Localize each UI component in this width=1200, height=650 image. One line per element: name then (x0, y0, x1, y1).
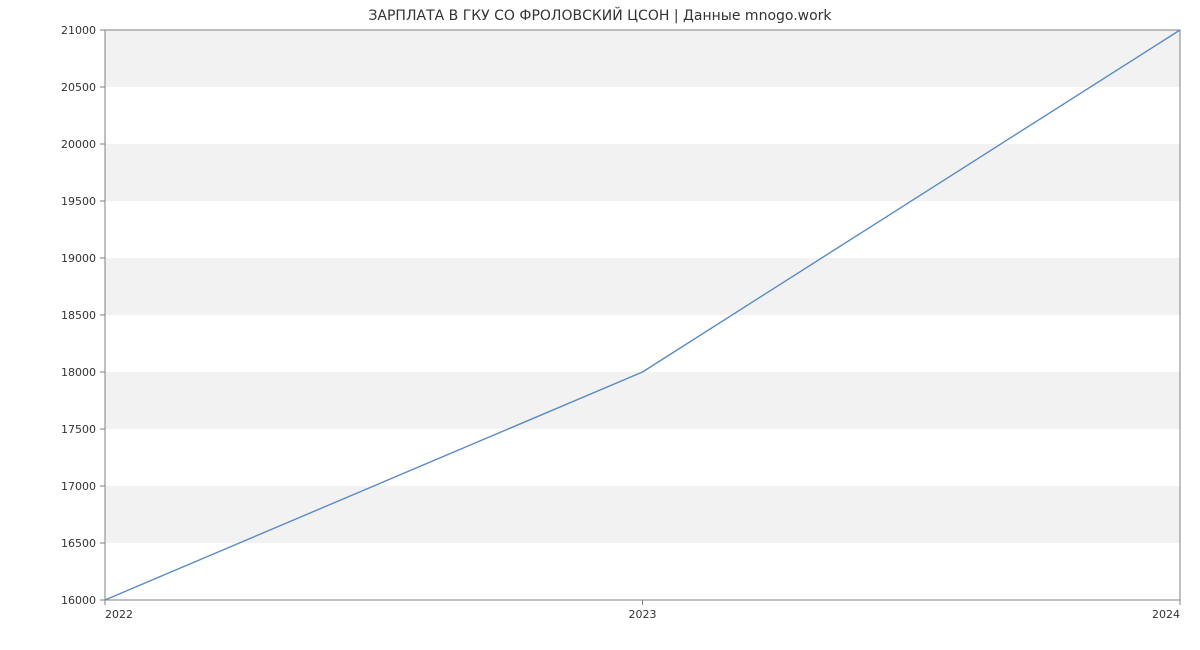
xtick-label: 2022 (105, 608, 133, 621)
grid-band (105, 30, 1180, 87)
grid-band (105, 87, 1180, 144)
grid-band (105, 486, 1180, 543)
ytick-label: 18500 (61, 309, 96, 322)
ytick-label: 20000 (61, 138, 96, 151)
grid-band (105, 315, 1180, 372)
ytick-label: 20500 (61, 81, 96, 94)
ytick-label: 19500 (61, 195, 96, 208)
ytick-label: 16000 (61, 594, 96, 607)
xtick-label: 2023 (629, 608, 657, 621)
ytick-label: 17500 (61, 423, 96, 436)
grid-band (105, 144, 1180, 201)
chart-svg: 16000 16500 17000 17500 18000 18500 19000 19500… (0, 0, 1200, 650)
grid-band (105, 372, 1180, 429)
ytick-label: 21000 (61, 24, 96, 37)
xtick-label: 2024 (1152, 608, 1180, 621)
line-chart: ЗАРПЛАТА В ГКУ СО ФРОЛОВСКИЙ ЦСОН | Данн… (0, 0, 1200, 650)
ytick-label: 18000 (61, 366, 96, 379)
grid-band (105, 201, 1180, 258)
grid-band (105, 258, 1180, 315)
grid-band (105, 543, 1180, 600)
ytick-label: 17000 (61, 480, 96, 493)
grid-band (105, 429, 1180, 486)
ytick-label: 16500 (61, 537, 96, 550)
ytick-label: 19000 (61, 252, 96, 265)
